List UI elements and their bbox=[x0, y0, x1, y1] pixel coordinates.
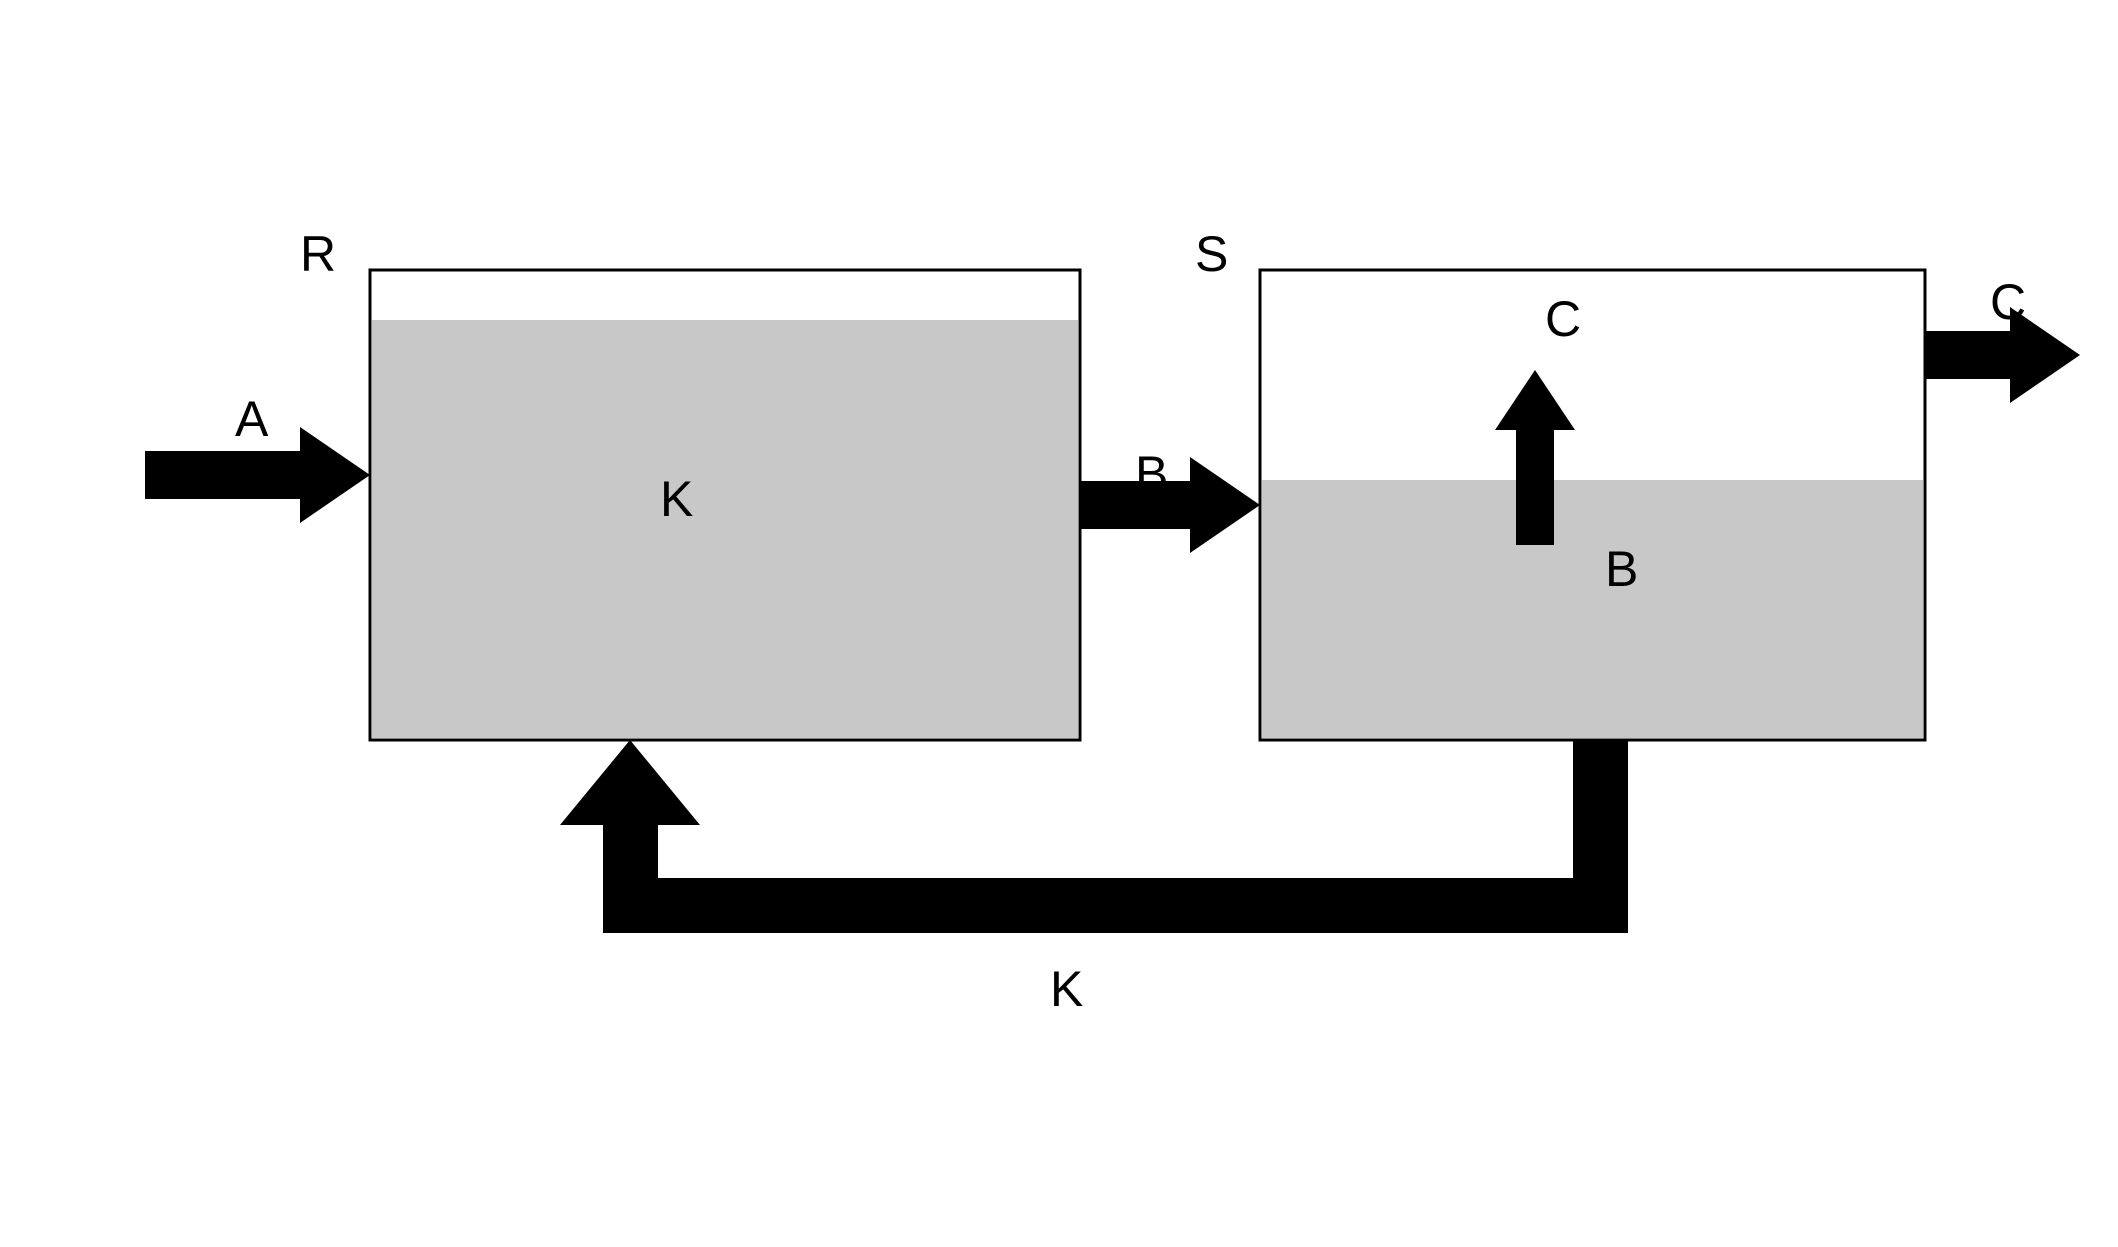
box-r bbox=[370, 270, 1080, 740]
label-k-box: K bbox=[660, 470, 693, 528]
label-b-mid: B bbox=[1135, 445, 1168, 503]
arrow-k-return bbox=[560, 740, 1628, 933]
label-k-bottom: K bbox=[1050, 960, 1083, 1018]
label-a: A bbox=[235, 390, 268, 448]
label-s: S bbox=[1195, 225, 1228, 283]
arrow-b-mid bbox=[1080, 457, 1260, 553]
label-b-box: B bbox=[1605, 540, 1638, 598]
process-flow-diagram bbox=[0, 0, 2118, 1247]
label-r: R bbox=[300, 225, 336, 283]
label-c-out: C bbox=[1990, 273, 2026, 331]
label-c-up: C bbox=[1545, 290, 1581, 348]
box-s bbox=[1260, 270, 1925, 740]
